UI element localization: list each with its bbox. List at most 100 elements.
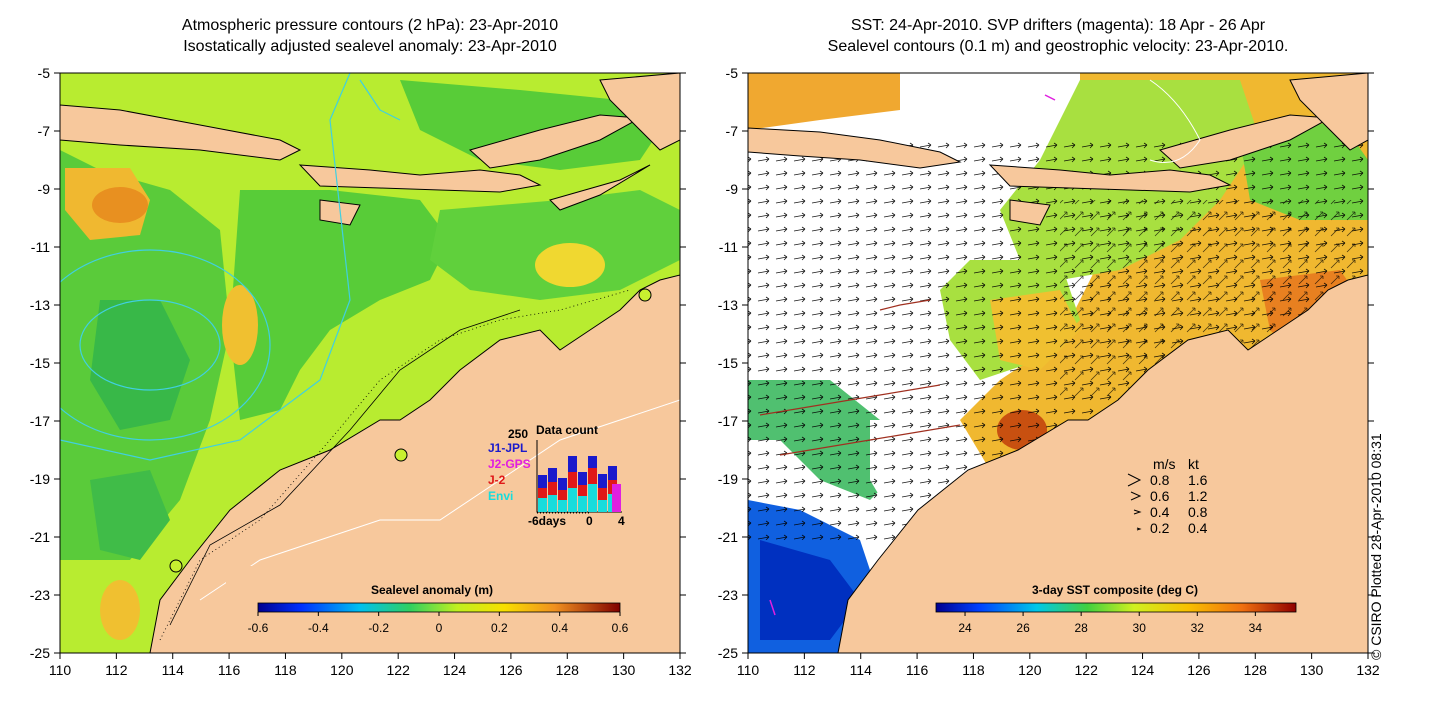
left-lon-label: 110 [49, 662, 72, 678]
left-yellow-patch-east [535, 243, 605, 287]
left-land-flores-timor [468, 114, 642, 169]
velocity-legend-header-kt: kt [1188, 456, 1199, 472]
left-title-line1: Atmospheric pressure contours (2 hPa): 2… [181, 17, 559, 34]
left-land-australia [149, 274, 680, 653]
right-land-flores-timor [1158, 114, 1332, 169]
right-colorbar-ramp [935, 602, 1297, 613]
velocity-legend-ms-4: 0.2 [1150, 520, 1170, 536]
right-land-australia [837, 274, 1368, 653]
left-lon-label: 118 [274, 662, 297, 678]
left-lon-label: 132 [668, 662, 692, 678]
velocity-legend-ms-3: 0.4 [1150, 504, 1170, 520]
right-lat-label: -25 [718, 645, 738, 661]
right-lon-label: 116 [906, 662, 929, 678]
right-lat-label: -5 [726, 65, 739, 81]
right-lat-label: -23 [718, 587, 738, 603]
data-count-inset: Data count 250 J1-JPL J2-GPS J-2 Envi [488, 423, 625, 528]
left-lat-label: -21 [30, 529, 50, 545]
left-orange-patch-south [100, 580, 140, 640]
colorbar-tick-label: -0.4 [308, 621, 329, 635]
left-lon-label: 120 [330, 662, 354, 678]
colorbar-tick-label: -0.2 [368, 621, 389, 635]
right-land-lesser-sunda [988, 164, 1232, 193]
colorbar-tick-label: 26 [1016, 621, 1030, 635]
left-lon-label: 114 [162, 662, 185, 678]
data-count-bars [538, 456, 621, 512]
left-lon-label: 124 [443, 662, 467, 678]
left-lat-label: -9 [38, 181, 51, 197]
colorbar-tick-label: 0.6 [612, 621, 629, 635]
right-lon-label: 114 [850, 662, 873, 678]
right-colorbar-label: 3-day SST composite (deg C) [1032, 583, 1198, 597]
left-dark-green-patch [90, 300, 190, 430]
right-lon-label: 132 [1356, 662, 1380, 678]
left-lat-label: -23 [30, 587, 50, 603]
left-tide-gauge-3 [638, 288, 652, 302]
right-lon-label: 120 [1018, 662, 1042, 678]
velocity-legend-arrow-2 [1130, 491, 1142, 501]
velocity-legend-arrow-4 [1136, 527, 1142, 531]
colorbar-tick-label: 0.4 [551, 621, 568, 635]
right-lat-label: -15 [718, 355, 738, 371]
left-bathymetry-contour [199, 399, 680, 601]
right-drifter-tracks [759, 299, 961, 456]
velocity-legend-kt-4: 0.4 [1188, 520, 1208, 536]
left-lon-label: 126 [499, 662, 523, 678]
right-lat-label: -9 [726, 181, 739, 197]
colorbar-tick-label: 34 [1249, 621, 1263, 635]
left-lat-label: -5 [38, 65, 51, 81]
right-lat-label: -13 [718, 297, 738, 313]
data-count-series-envi: Envi [488, 489, 513, 503]
data-count-series-j2: J-2 [488, 473, 506, 487]
left-lat-label: -11 [31, 239, 50, 255]
data-count-series-j2gps: J2-GPS [488, 457, 531, 471]
left-land-timor [549, 164, 651, 211]
left-map [60, 73, 680, 653]
left-orange-core [92, 187, 148, 223]
left-lat-label: -13 [30, 297, 50, 313]
left-colorbar-ticks: -0.6 -0.4 -0.2 0 0.2 0.4 0.6 [248, 612, 629, 635]
colorbar-tick-label: 32 [1191, 621, 1205, 635]
data-count-series-j1: J1-JPL [488, 441, 527, 455]
velocity-legend-header-ms: m/s [1153, 456, 1176, 472]
right-lat-label: -17 [718, 413, 738, 429]
right-sst-darkblue-sw [760, 540, 860, 640]
left-map-title: Atmospheric pressure contours (2 hPa): 2… [60, 15, 680, 57]
left-lon-label: 122 [387, 662, 411, 678]
right-lat-label: -7 [726, 123, 739, 139]
left-tide-gauge-2 [394, 448, 408, 462]
right-svp-drifter [1044, 94, 1056, 101]
left-lon-label: 116 [218, 662, 241, 678]
left-orange-patch-center [222, 285, 258, 365]
right-lat-label: -11 [719, 239, 738, 255]
left-lat-label: -25 [30, 645, 50, 661]
data-count-title: Data count [536, 423, 598, 437]
left-lat-label: -15 [30, 355, 50, 371]
velocity-legend-arrow-3 [1133, 509, 1142, 515]
velocity-legend: m/s kt 0.8 1.6 0.6 1.2 0.4 0.8 0.2 0.4 [1127, 456, 1208, 536]
left-land-ne [599, 73, 680, 151]
credit-text: © CSIRO Plotted 28-Apr-2010 08:31 [1368, 433, 1384, 660]
left-pressure-contours [60, 73, 401, 461]
left-colorbar-label: Sealevel anomaly (m) [371, 583, 493, 597]
velocity-legend-kt-3: 0.8 [1188, 504, 1208, 520]
velocity-legend-kt-1: 1.6 [1188, 472, 1208, 488]
left-green-patch-center [230, 190, 450, 420]
left-land-java [60, 104, 302, 161]
colorbar-tick-label: 24 [958, 621, 972, 635]
right-sst-patch-nw [748, 73, 900, 130]
left-colorbar-ramp [257, 602, 621, 613]
right-lon-label: 126 [1187, 662, 1211, 678]
right-land-ne [1289, 73, 1368, 151]
data-count-xtick-left: -6days [528, 514, 566, 528]
left-title-line2: Isostatically adjusted sealevel anomaly:… [183, 38, 557, 55]
left-sealevel-contour [169, 309, 521, 626]
left-colorbar: Sealevel anomaly (m) -0.6 -0.4 -0.2 0 0.2 0.4… [226, 566, 636, 635]
right-colorbar: 3-day SST composite (deg C) 24 26 28 30 32 34 [904, 566, 1324, 635]
velocity-legend-kt-2: 1.2 [1188, 488, 1208, 504]
right-lon-label: 110 [737, 662, 760, 678]
velocity-legend-ms-1: 0.8 [1150, 472, 1170, 488]
map-axes: 110 112 114 116 118 120 122 124 126 128 130 132 -5 -7… [30, 65, 1380, 678]
left-lat-label: -7 [38, 123, 51, 139]
right-lon-label: 124 [1131, 662, 1155, 678]
